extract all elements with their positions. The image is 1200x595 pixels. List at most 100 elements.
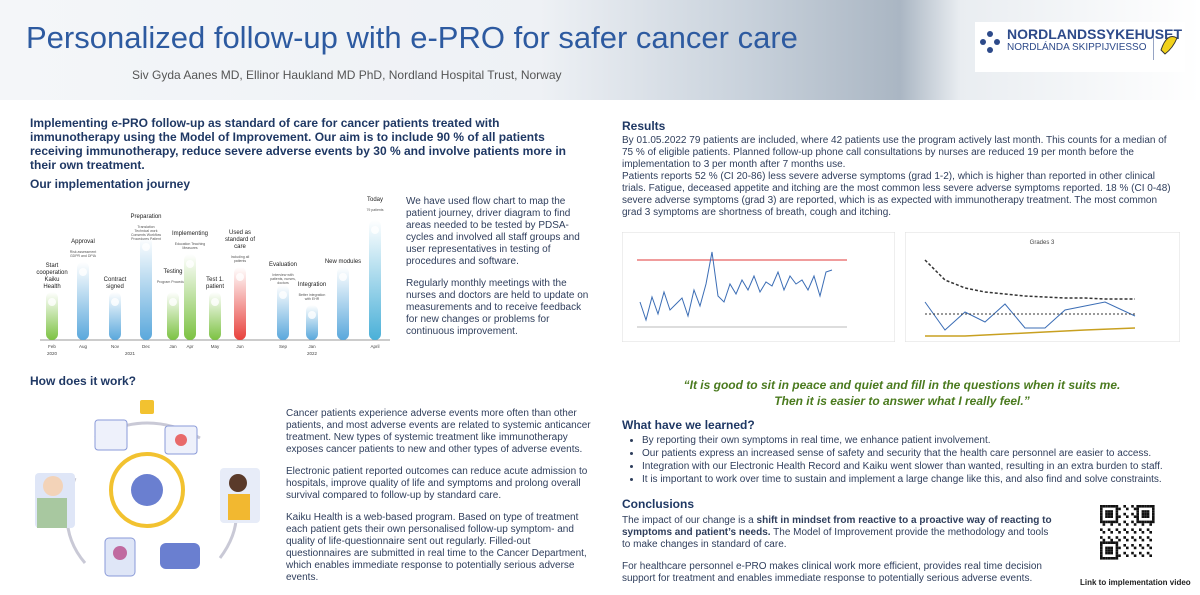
qr-cell [1118,538,1121,542]
qr-cell [1152,518,1155,521]
milestone-title: Start cooperation Kaiku Health [36,263,67,290]
line: Better integration [299,293,326,297]
year-label: 2020 [47,351,58,356]
month-label: Jan [169,344,177,349]
qr-cell [1113,520,1116,524]
milestone-detail: Including all patients [231,255,250,263]
milestone-bar [234,267,246,340]
section-heading: What have we learned? [622,418,755,432]
milestone-detail: Translation Technical work Consents Workfl… [131,225,162,241]
qr-cell [1136,515,1139,518]
qr-cell [1123,551,1126,555]
qr-cell [1126,538,1129,542]
qr-cell [1141,520,1145,524]
line: patients [234,259,247,263]
qr-cell [1146,544,1150,547]
qr-cell [1102,523,1106,526]
logo-name: NORDLANDSSYKEHUSET [1007,26,1183,42]
line: Start [46,263,59,269]
qr-cell [1131,512,1134,516]
milestone-title: Test 1. patient [206,277,224,290]
line: New modules [325,259,361,265]
qr-cell [1118,507,1121,511]
qr-caption: Link to implementation video [1080,578,1191,587]
qr-cell [1139,551,1142,555]
month-label: Feb [48,344,56,349]
qr-cell [1146,536,1150,539]
qr-cell [1139,520,1142,524]
milestone-dot [236,273,244,281]
line: patients, nurses, [270,277,296,281]
qr-cell [1123,536,1126,539]
qr-cell [1102,538,1106,542]
qr-cell [1146,515,1150,518]
milestone-dot [142,243,150,251]
milestone-bar [184,254,196,340]
qr-cell [1126,523,1129,526]
qr-cell [1100,518,1103,521]
qr-cell [1113,505,1116,508]
qr-cell [1152,507,1155,511]
bullet: By reporting their own symptoms in real … [642,435,1179,447]
qr-cell [1105,515,1108,518]
qr-cell [1100,549,1103,552]
qr-cell [1123,520,1126,524]
milestone-title: Testing [163,269,182,275]
qr-cell [1141,546,1145,550]
qr-cell [1115,507,1119,511]
qr-cell [1131,536,1134,539]
qr-cell [1146,528,1150,531]
section-heading: Conclusions [622,497,695,511]
qr-cell [1100,536,1103,539]
line: standard of [225,237,255,243]
qr-cell [1105,510,1108,513]
qr-cell [1126,515,1129,518]
chart-image [622,232,895,342]
line: Implementing [172,231,208,237]
qr-cell [1115,546,1119,550]
qr-cell [1136,512,1139,516]
qr-cell [1100,557,1103,560]
qr-cell [1115,520,1119,524]
results-text: By 01.05.2022 79 patients are included, … [622,135,1177,219]
qr-cell [1110,538,1113,542]
qr-cell [1152,505,1155,508]
authors: Siv Gyda Aanes MD, Ellinor Haukland MD P… [132,68,562,82]
qr-cell [1107,549,1111,552]
milestone-dot [211,298,219,306]
milestone-title: Preparation [130,214,161,220]
qr-cell [1133,531,1137,534]
paragraph: By 01.05.2022 79 patients are included, … [622,135,1167,170]
qr-cell [1152,512,1155,516]
qr-cell [1110,551,1113,555]
section-heading: Our implementation journey [30,177,191,191]
milestone-bar [306,305,318,340]
month-label: Aug [79,344,88,349]
qr-cell [1115,528,1119,531]
qr-cell [1100,512,1103,516]
bullet: Our patients express an increased sense … [642,448,1179,460]
qr-cell [1107,528,1111,531]
line: Preparation [130,214,161,220]
line: 79 patients [366,208,383,212]
month-label: Jun [236,344,244,349]
quote-line: “It is good to sit in peace and quiet an… [683,378,1121,392]
qr-cell [1144,512,1147,516]
line: Including all [231,255,250,259]
qr-cell [1115,544,1119,547]
chart-image: Grades 3 [905,232,1180,342]
qr-cell [1102,541,1106,544]
milestone-bar [277,285,289,340]
paragraph: For healthcare personnel e-PRO makes cli… [622,561,1042,584]
qr-cell [1100,528,1103,531]
qr-cell [1126,531,1129,534]
qr-cell [1141,523,1145,526]
milestone-detail: Better integration with EHR [299,293,326,301]
month-label: Sep [279,344,288,349]
line: care [234,244,246,250]
qr-cell [1115,551,1119,555]
qr-cell [1110,510,1113,513]
qr-cell [1115,541,1119,544]
milestone-bar [140,237,152,340]
